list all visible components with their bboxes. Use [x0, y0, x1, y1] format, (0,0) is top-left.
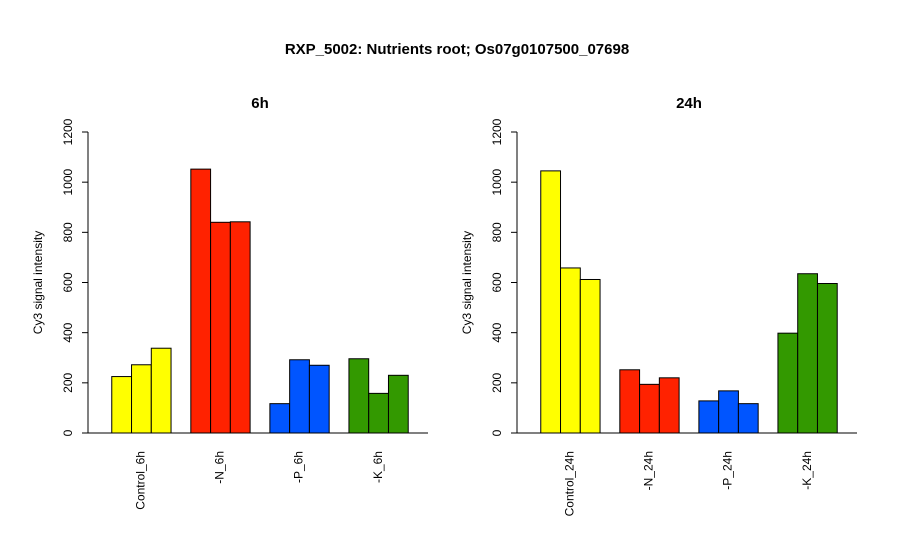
y-tick-label: 0 — [490, 429, 504, 436]
y-axis-label: Cy3 signal intensity — [460, 231, 474, 334]
bar — [639, 383, 660, 434]
figure-title: RXP_5002: Nutrients root; Os07g0107500_0… — [285, 41, 629, 58]
bar — [210, 221, 231, 434]
bar — [816, 283, 838, 434]
bar — [289, 359, 310, 434]
bar — [579, 278, 601, 434]
y-tick-label: 200 — [61, 373, 75, 393]
category-label: -P_24h — [721, 451, 735, 490]
bar — [797, 273, 818, 434]
category-label: -N_6h — [213, 451, 227, 484]
bar — [658, 377, 680, 434]
y-tick-label: 200 — [490, 373, 504, 393]
y-tick-label: 0 — [61, 429, 75, 436]
bar — [150, 347, 172, 434]
panel-24h: 24h Cy3 signal intensity 0 200 400 600 800 1000… — [460, 95, 857, 516]
bar — [560, 267, 581, 434]
y-tick-label: 1200 — [490, 118, 504, 145]
panel-title: 6h — [251, 95, 269, 112]
category-label: -P_6h — [292, 451, 306, 483]
y-tick-label: 800 — [61, 222, 75, 242]
bar — [698, 400, 720, 434]
bar — [269, 403, 291, 434]
category-label: -K_6h — [371, 451, 385, 483]
panel-6h: 6h Cy3 signal intensity 0 200 400 600 800 1000 1… — [31, 95, 428, 510]
category-label: Control_6h — [134, 451, 148, 510]
bar — [348, 358, 370, 434]
bar — [308, 364, 330, 434]
category-label: -K_24h — [800, 451, 814, 490]
bar — [368, 392, 389, 434]
bar — [619, 369, 641, 434]
bar — [718, 390, 739, 434]
bar — [190, 168, 212, 434]
y-tick-label: 1000 — [61, 168, 75, 195]
bar — [540, 170, 562, 434]
y-tick-label: 1200 — [61, 118, 75, 145]
bar — [131, 364, 152, 434]
bar — [387, 374, 409, 434]
y-tick-label: 800 — [490, 222, 504, 242]
panel-title: 24h — [676, 95, 702, 112]
bar — [111, 376, 133, 434]
y-tick-label: 400 — [61, 322, 75, 342]
bar — [777, 332, 799, 434]
bar — [229, 221, 251, 434]
y-tick-label: 600 — [61, 272, 75, 292]
bar — [737, 403, 759, 434]
y-tick-label: 400 — [490, 322, 504, 342]
category-label: Control_24h — [563, 451, 577, 516]
category-label: -N_24h — [642, 451, 656, 490]
y-axis-label: Cy3 signal intensity — [31, 231, 45, 334]
y-tick-label: 600 — [490, 272, 504, 292]
y-tick-label: 1000 — [490, 168, 504, 195]
